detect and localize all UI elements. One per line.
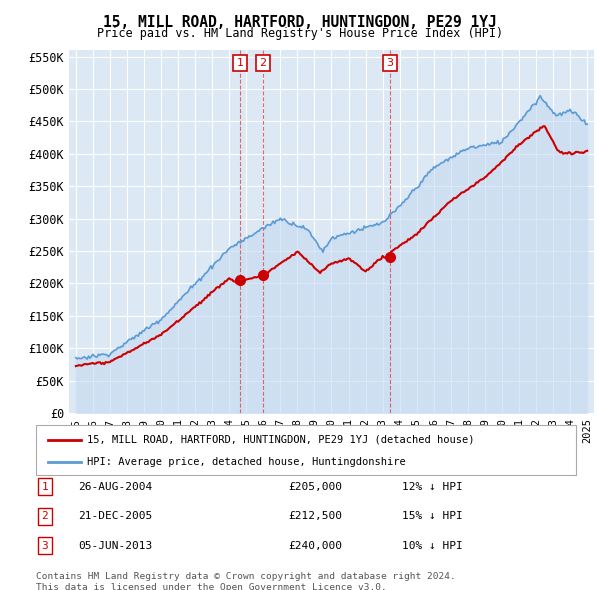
- Text: 15% ↓ HPI: 15% ↓ HPI: [402, 512, 463, 521]
- Text: £240,000: £240,000: [288, 541, 342, 550]
- Text: £205,000: £205,000: [288, 482, 342, 491]
- Text: 1: 1: [41, 482, 49, 491]
- Text: 26-AUG-2004: 26-AUG-2004: [78, 482, 152, 491]
- Text: 1: 1: [237, 58, 244, 68]
- Text: 15, MILL ROAD, HARTFORD, HUNTINGDON, PE29 1YJ: 15, MILL ROAD, HARTFORD, HUNTINGDON, PE2…: [103, 15, 497, 30]
- Text: 05-JUN-2013: 05-JUN-2013: [78, 541, 152, 550]
- Text: Contains HM Land Registry data © Crown copyright and database right 2024.: Contains HM Land Registry data © Crown c…: [36, 572, 456, 581]
- Text: £212,500: £212,500: [288, 512, 342, 521]
- Text: 3: 3: [386, 58, 394, 68]
- Text: 15, MILL ROAD, HARTFORD, HUNTINGDON, PE29 1YJ (detached house): 15, MILL ROAD, HARTFORD, HUNTINGDON, PE2…: [87, 435, 475, 445]
- Text: 12% ↓ HPI: 12% ↓ HPI: [402, 482, 463, 491]
- Text: Price paid vs. HM Land Registry's House Price Index (HPI): Price paid vs. HM Land Registry's House …: [97, 27, 503, 40]
- Text: 2: 2: [259, 58, 266, 68]
- Text: 2: 2: [41, 512, 49, 521]
- Text: 3: 3: [41, 541, 49, 550]
- Text: This data is licensed under the Open Government Licence v3.0.: This data is licensed under the Open Gov…: [36, 583, 387, 590]
- Text: 21-DEC-2005: 21-DEC-2005: [78, 512, 152, 521]
- Text: HPI: Average price, detached house, Huntingdonshire: HPI: Average price, detached house, Hunt…: [87, 457, 406, 467]
- Text: 10% ↓ HPI: 10% ↓ HPI: [402, 541, 463, 550]
